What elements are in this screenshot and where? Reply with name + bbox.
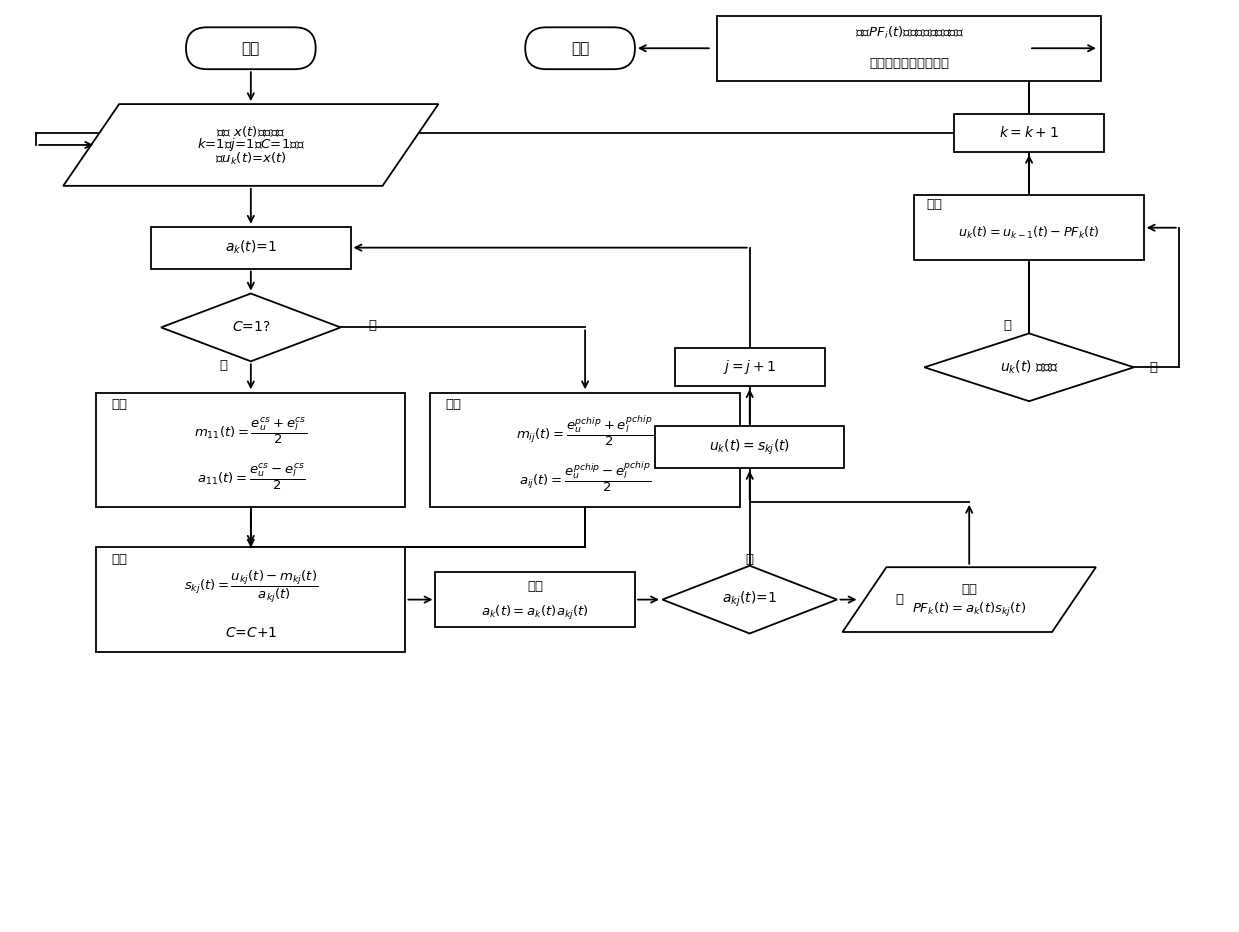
Text: $k$=1，$j$=1，$C$=1，并: $k$=1，$j$=1，$C$=1，并 <box>197 136 305 154</box>
Text: 计算: 计算 <box>927 199 943 212</box>
Text: $u_k(t)$ 单调？: $u_k(t)$ 单调？ <box>1000 359 1058 376</box>
Text: $m_{ij}(t)=\dfrac{e_u^{pchip}+e_l^{pchip}}{2}$: $m_{ij}(t)=\dfrac{e_u^{pchip}+e_l^{pchip… <box>517 413 654 447</box>
Bar <box>97 547 405 652</box>
Text: $a_{kj}(t)$=1: $a_{kj}(t)$=1 <box>722 590 777 610</box>
Text: $a_{ij}(t)=\dfrac{e_u^{pchip}-e_l^{pchip}}{2}$: $a_{ij}(t)=\dfrac{e_u^{pchip}-e_l^{pchip… <box>519 459 652 494</box>
Text: 令$u_k(t)$=$x(t)$: 令$u_k(t)$=$x(t)$ <box>214 151 286 167</box>
Text: $a_k(t)$=1: $a_k(t)$=1 <box>224 239 276 256</box>
Polygon shape <box>924 334 1134 401</box>
Polygon shape <box>843 568 1097 632</box>
Bar <box>717 16 1101 81</box>
Bar <box>655 426 845 468</box>
Text: 选择$PF_i(t)$，并计算其瞬时幅值: 选择$PF_i(t)$，并计算其瞬时幅值 <box>855 25 964 41</box>
Text: $PF_k(t)=a_k(t)s_{kj}(t)$: $PF_k(t)=a_k(t)s_{kj}(t)$ <box>912 600 1026 619</box>
Text: 否: 否 <box>746 554 753 567</box>
FancyBboxPatch shape <box>525 27 634 69</box>
Text: $m_{11}(t)=\dfrac{e_u^{cs}+e_l^{cs}}{2}$: $m_{11}(t)=\dfrac{e_u^{cs}+e_l^{cs}}{2}$ <box>195 415 307 445</box>
Bar <box>435 572 634 627</box>
Text: 是: 是 <box>1150 361 1157 374</box>
Polygon shape <box>161 294 341 362</box>
Text: 的频谱，提取基音频率: 的频谱，提取基音频率 <box>870 57 949 70</box>
Text: 开始: 开始 <box>242 41 260 56</box>
Text: $C$=$C$+1: $C$=$C$+1 <box>224 626 278 640</box>
Text: 计算: 计算 <box>112 554 128 567</box>
Bar <box>675 349 824 386</box>
Polygon shape <box>63 104 439 185</box>
Bar <box>97 392 405 507</box>
Text: 否: 否 <box>368 319 377 332</box>
Text: $j=j+1$: $j=j+1$ <box>724 358 776 377</box>
Text: $a_k(t)=a_k(t)a_{kj}(t)$: $a_k(t)=a_k(t)a_{kj}(t)$ <box>481 604 589 622</box>
Text: 结束: 结束 <box>571 41 590 56</box>
Text: 否: 否 <box>1004 319 1011 332</box>
Text: 是: 是 <box>219 359 227 372</box>
Text: $u_k(t)=u_{k-1}(t)-PF_k(t)$: $u_k(t)=u_{k-1}(t)-PF_k(t)$ <box>959 225 1100 240</box>
Text: 计算: 计算 <box>527 580 543 593</box>
Text: $k=k+1$: $k=k+1$ <box>999 126 1059 141</box>
Text: 输入 $x(t)$，初始化: 输入 $x(t)$，初始化 <box>216 124 286 139</box>
Bar <box>954 114 1104 152</box>
Text: $s_{kj}(t)=\dfrac{u_{kj}(t)-m_{kj}(t)}{a_{kj}(t)}$: $s_{kj}(t)=\dfrac{u_{kj}(t)-m_{kj}(t)}{a… <box>183 569 318 605</box>
Polygon shape <box>663 566 838 634</box>
Text: $C$=1?: $C$=1? <box>232 321 270 335</box>
Bar <box>151 226 351 268</box>
Text: $a_{11}(t)=\dfrac{e_u^{cs}-e_l^{cs}}{2}$: $a_{11}(t)=\dfrac{e_u^{cs}-e_l^{cs}}{2}$ <box>197 461 305 492</box>
Text: 是: 是 <box>896 593 903 606</box>
FancyBboxPatch shape <box>186 27 316 69</box>
Text: 输出: 输出 <box>961 583 978 596</box>
Text: 计算: 计算 <box>445 398 461 411</box>
Text: $u_k(t)=s_{kj}(t)$: $u_k(t)=s_{kj}(t)$ <box>709 437 790 457</box>
Bar <box>914 196 1144 260</box>
Bar <box>430 392 740 507</box>
Text: 计算: 计算 <box>112 398 128 411</box>
